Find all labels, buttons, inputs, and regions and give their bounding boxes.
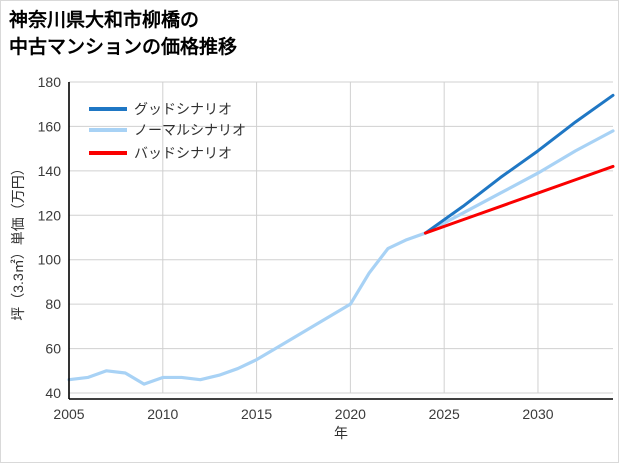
legend-label-0: グッドシナリオ — [134, 101, 232, 117]
legend-label-1: ノーマルシナリオ — [134, 122, 246, 138]
x-axis-title: 年 — [334, 425, 348, 441]
y-tick-label: 160 — [38, 118, 62, 134]
x-tick-label: 2005 — [53, 406, 84, 422]
x-tick-label: 2030 — [522, 406, 553, 422]
x-tick-label: 2025 — [429, 406, 460, 422]
x-tick-label: 2010 — [147, 406, 178, 422]
series-line-bad — [423, 164, 615, 235]
y-tick-label: 80 — [45, 296, 61, 312]
y-tick-label: 180 — [38, 74, 62, 90]
x-tick-label: 2015 — [241, 406, 272, 422]
series-line-good — [423, 93, 615, 235]
legend-label-2: バッドシナリオ — [134, 145, 232, 161]
axes-group — [68, 82, 613, 400]
series-line-normal — [67, 129, 615, 386]
series-group — [67, 93, 615, 386]
y-tick-labels: 40 60 80 100 120 140 160 180 — [38, 74, 62, 401]
chart-title: 神奈川県大和市柳橋の 中古マンションの価格推移 — [9, 10, 238, 58]
y-tick-label: 40 — [45, 385, 61, 401]
y-tick-label: 120 — [38, 207, 62, 223]
y-tick-label: 60 — [45, 341, 61, 357]
x-tick-label: 2020 — [335, 406, 366, 422]
y-tick-label: 140 — [38, 163, 62, 179]
gridlines-group — [69, 81, 613, 394]
y-axis-title: 坪（3.3㎡）単価（万円） — [10, 161, 26, 320]
x-tick-labels: 2005 2010 2015 2020 2025 2030 — [53, 406, 553, 422]
y-tick-label: 100 — [38, 252, 62, 268]
